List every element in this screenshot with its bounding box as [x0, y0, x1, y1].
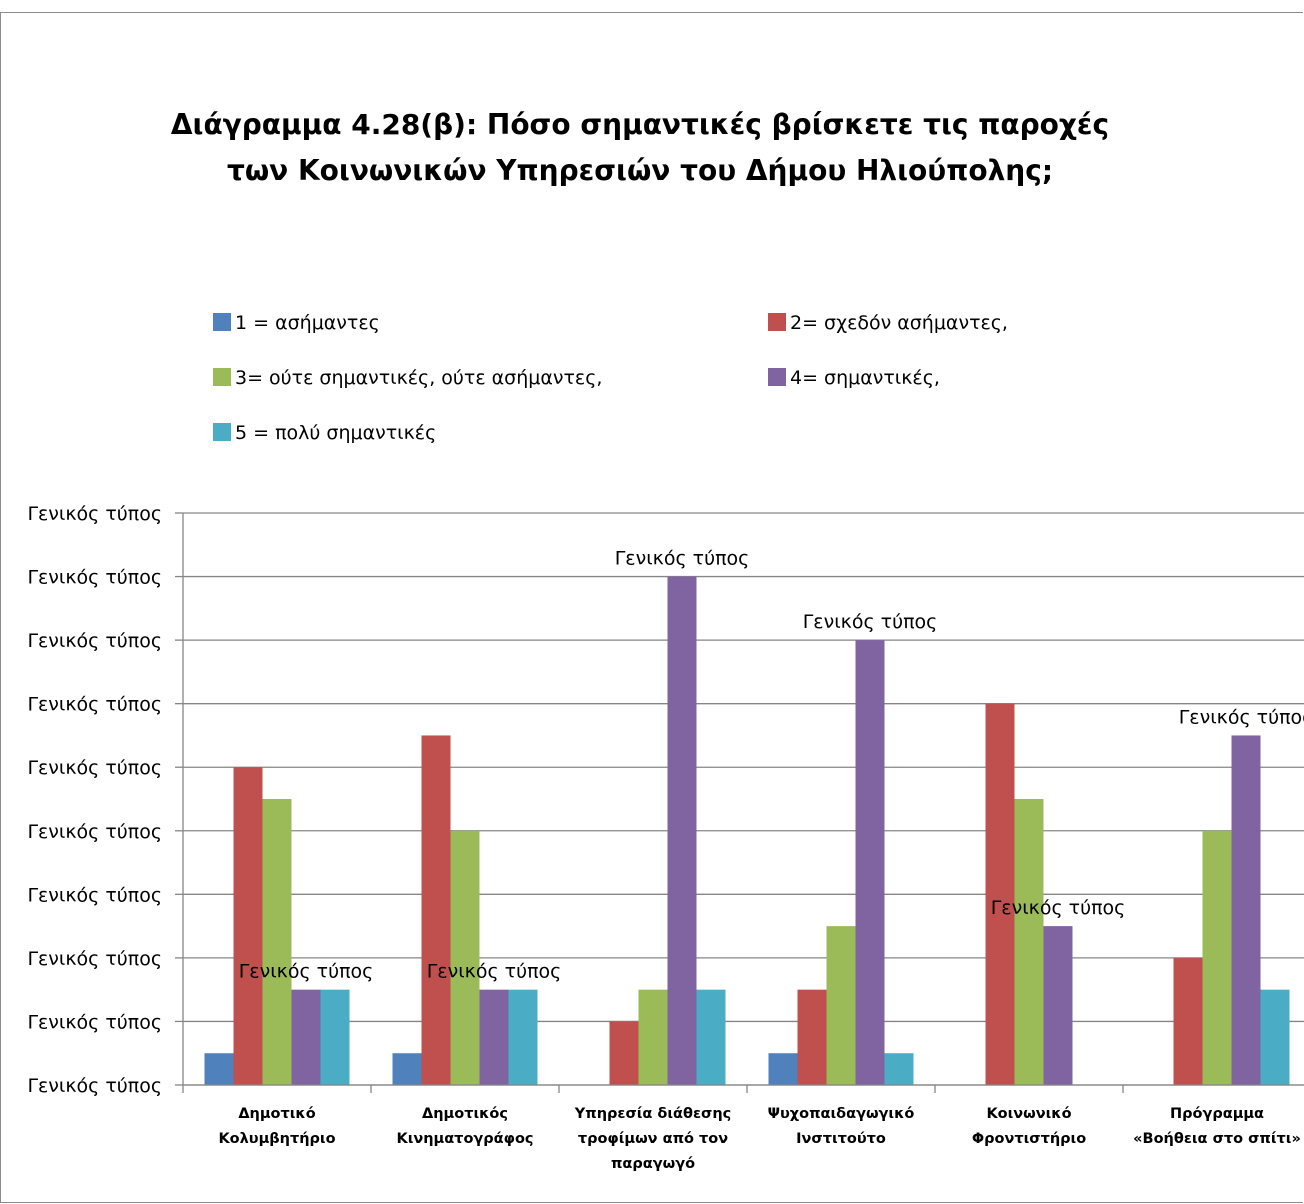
data-label: Γενικός τύπος [427, 961, 562, 983]
bar [421, 735, 451, 1085]
x-tick-label: Ινστιτούτο [796, 1131, 886, 1147]
y-tick-label: Γενικός τύπος [27, 821, 162, 843]
data-label: Γενικός τύπος [615, 548, 750, 570]
bar [667, 576, 697, 1085]
chart-title-line: των Κοινωνικών Υπηρεσιών του Δήμου Ηλιού… [227, 154, 1053, 187]
bar [1231, 735, 1261, 1085]
data-label: Γενικός τύπος [991, 897, 1126, 919]
x-tick-label: Κολυμβητήριο [218, 1131, 335, 1147]
bar [1043, 926, 1073, 1085]
bar [985, 703, 1015, 1085]
x-tick-label: Πρόγραμμα [1170, 1106, 1264, 1122]
legend: 1 = ασήμαντες 2= σχεδόν ασήμαντες, 3= ούτε… [213, 312, 1008, 444]
y-tick-label: Γενικός τύπος [27, 1075, 162, 1097]
bar [696, 989, 726, 1085]
legend-swatch [213, 423, 231, 441]
bar [1202, 830, 1232, 1085]
bar [884, 1053, 914, 1085]
bar [1173, 957, 1203, 1085]
legend-label: 2= σχεδόν ασήμαντες, [790, 312, 1008, 334]
bar [797, 989, 827, 1085]
x-tick-label: «Βοήθεια στο σπίτι» [1133, 1131, 1301, 1147]
data-label: Γενικός τύπος [803, 611, 938, 633]
y-tick-label: Γενικός τύπος [27, 694, 162, 716]
bar [291, 989, 321, 1085]
bar [450, 830, 480, 1085]
y-tick-label: Γενικός τύπος [27, 948, 162, 970]
chart-area [0, 12, 1303, 1203]
bar [1260, 989, 1290, 1085]
x-tick-label: παραγωγό [611, 1156, 695, 1172]
x-tick-label: Υπηρεσία διάθεσης [574, 1106, 732, 1122]
data-label: Γενικός τύπος [239, 961, 374, 983]
x-axis: Δημοτικό Κολυμβητήριο Δημοτικός Κινηματογρά… [182, 1084, 1304, 1172]
data-label: Γενικός τύπος [1179, 706, 1304, 728]
bar [479, 989, 509, 1085]
legend-swatch [213, 368, 231, 386]
y-tick-label: Γενικός τύπος [27, 757, 162, 779]
bar [262, 799, 292, 1085]
x-tick-label: Δημοτικός [422, 1106, 508, 1122]
legend-label: 1 = ασήμαντες [235, 312, 380, 334]
bar [768, 1053, 798, 1085]
x-tick-label: Δημοτικό [238, 1106, 315, 1122]
legend-swatch [768, 313, 786, 331]
legend-label: 5 = πολύ σημαντικές [235, 422, 436, 444]
bars [204, 576, 1290, 1085]
chart-title: Διάγραμμα 4.28(β): Πόσο σημαντικές βρίσκ… [171, 108, 1109, 187]
x-tick-label: Φροντιστήριο [972, 1131, 1086, 1147]
bar [320, 989, 350, 1085]
bar [392, 1053, 422, 1085]
legend-swatch [213, 313, 231, 331]
bar [855, 640, 885, 1085]
y-axis: Γενικός τύπος Γενικός τύπος Γενικός τύπος Γ… [27, 503, 184, 1097]
x-tick-label: Κοινωνικό [986, 1106, 1071, 1122]
x-tick-label: τροφίμων από τον [578, 1131, 728, 1147]
legend-label: 3= ούτε σημαντικές, ούτε ασήμαντες, [235, 367, 602, 389]
gridlines [183, 512, 1304, 1086]
bar [204, 1053, 234, 1085]
bar [826, 926, 856, 1085]
bar [233, 767, 263, 1085]
chart-title-line: Διάγραμμα 4.28(β): Πόσο σημαντικές βρίσκ… [171, 108, 1109, 141]
y-tick-label: Γενικός τύπος [27, 884, 162, 906]
data-labels: Γενικός τύπος Γενικός τύπος Γενικός τύπος Γ… [239, 548, 1304, 983]
bar [638, 989, 668, 1085]
y-tick-label: Γενικός τύπος [27, 567, 162, 589]
y-tick-label: Γενικός τύπος [27, 503, 162, 525]
bar [1014, 799, 1044, 1085]
legend-swatch [768, 368, 786, 386]
bar [508, 989, 538, 1085]
legend-label: 4= σημαντικές, [790, 367, 940, 389]
x-tick-label: Ψυχοπαιδαγωγικό [768, 1106, 915, 1122]
y-tick-label: Γενικός τύπος [27, 630, 162, 652]
y-tick-label: Γενικός τύπος [27, 1011, 162, 1033]
x-tick-label: Κινηματογράφος [396, 1131, 533, 1147]
bar [609, 1021, 639, 1085]
